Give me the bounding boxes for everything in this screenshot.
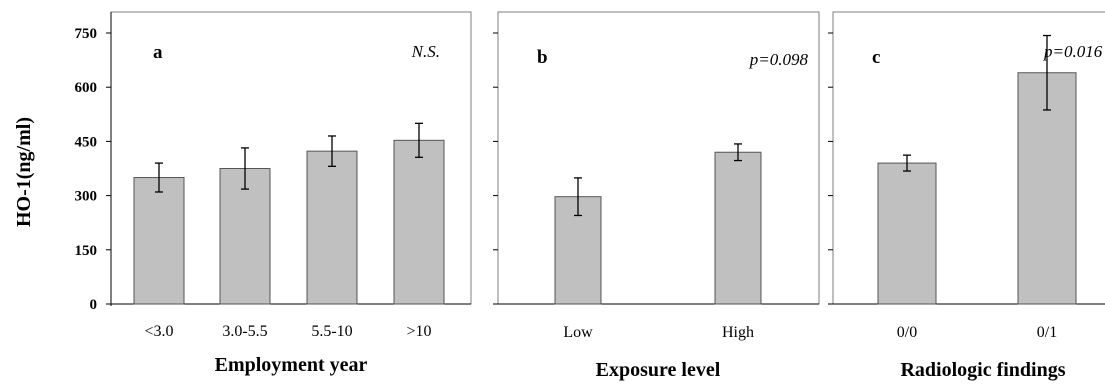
x-axis-label-a: Employment year [215,354,368,376]
x-axis-label-b: Exposure level [596,359,721,381]
panel-b: Low High b p=0.098 Exposure level [493,11,820,381]
category-label: 3.0-5.5 [222,323,267,340]
category-label: 0/0 [897,324,917,341]
bar [714,151,762,305]
x-axis-label-c: Radiologic findings [900,359,1065,381]
y-ticks-c [828,32,833,305]
significance-b: p=0.098 [749,50,809,69]
y-axis-label: HO-1(ng/ml) [13,117,35,227]
category-label: High [722,324,754,341]
panel-c: 0/0 0/1 c p=0.016 Radiologic findings [828,11,1105,381]
bar [393,139,445,305]
category-label: >10 [406,323,431,340]
y-ticks-a: 750 600 450 300 150 0 [75,26,111,313]
significance-c: p=0.016 [1043,42,1103,61]
y-tick-label: 300 [75,189,98,205]
panel-letter-a: a [153,42,163,63]
y-tick-label: 0 [90,297,98,313]
bars-a [133,122,445,305]
y-ticks-b [493,32,498,305]
categories-c: 0/0 0/1 [897,324,1057,341]
panel-letter-b: b [537,47,548,68]
bars-c [877,34,1077,305]
y-tick-label: 600 [75,80,98,96]
significance-a: N.S. [411,42,440,61]
category-label: Low [563,324,593,341]
bar [133,177,185,305]
category-label: <3.0 [144,323,173,340]
bar [877,162,937,305]
categories-b: Low High [563,324,754,341]
bar [306,150,358,305]
panel-letter-c: c [872,47,880,68]
bars-b [554,143,762,305]
y-tick-label: 150 [75,243,98,259]
y-tick-label: 450 [75,134,98,150]
categories-a: <3.0 3.0-5.5 5.5-10 >10 [144,323,431,340]
y-tick-label: 750 [75,26,98,42]
category-label: 5.5-10 [311,323,352,340]
category-label: 0/1 [1037,324,1057,341]
bar [1017,72,1077,305]
